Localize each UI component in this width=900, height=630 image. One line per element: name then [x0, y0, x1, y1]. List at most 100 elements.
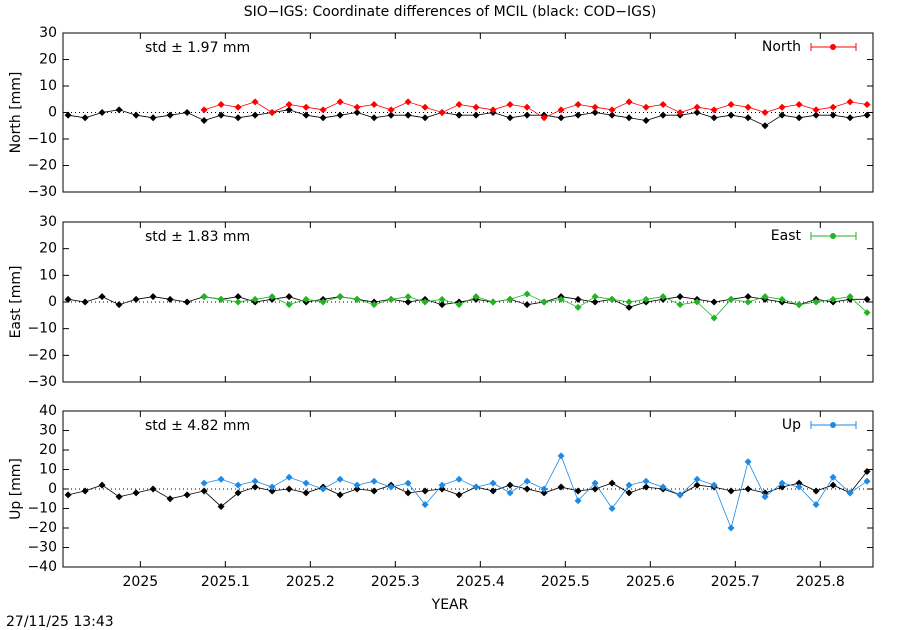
y-tick-label: 30	[39, 423, 57, 439]
point	[98, 293, 106, 301]
x-tick-label: 2025.5	[541, 574, 590, 590]
point	[693, 475, 701, 483]
point	[302, 103, 310, 111]
point	[540, 489, 548, 497]
point	[64, 295, 72, 303]
point	[200, 293, 208, 301]
point	[319, 485, 327, 493]
point	[115, 493, 123, 501]
point	[863, 111, 871, 119]
y-axis-label: North [mm]	[8, 72, 24, 154]
point	[115, 301, 123, 309]
point	[81, 298, 89, 306]
point	[744, 458, 752, 466]
point	[268, 483, 276, 491]
point	[506, 114, 514, 122]
point	[268, 293, 276, 301]
point	[506, 101, 514, 109]
point	[761, 122, 769, 130]
point	[727, 295, 735, 303]
point	[404, 98, 412, 106]
point	[183, 491, 191, 499]
point	[676, 491, 684, 499]
point	[149, 485, 157, 493]
point	[251, 483, 259, 491]
point	[353, 481, 361, 489]
point	[268, 487, 276, 495]
point	[625, 98, 633, 106]
point	[166, 111, 174, 119]
point	[863, 467, 871, 475]
point	[285, 106, 293, 114]
point	[744, 114, 752, 122]
point	[336, 491, 344, 499]
point	[710, 481, 718, 489]
chart-title: SIO−IGS: Coordinate differences of MCIL …	[244, 4, 657, 20]
point	[387, 111, 395, 119]
point	[489, 106, 497, 114]
point	[523, 485, 531, 493]
point	[251, 295, 259, 303]
point	[710, 314, 718, 322]
point	[795, 114, 803, 122]
point	[370, 487, 378, 495]
point	[302, 111, 310, 119]
y-tick-label: 0	[48, 294, 57, 310]
point	[234, 114, 242, 122]
point	[404, 111, 412, 119]
y-axis-label: East [mm]	[8, 266, 24, 339]
point	[472, 483, 480, 491]
point	[659, 111, 667, 119]
point	[455, 101, 463, 109]
y-tick-label: −30	[27, 540, 57, 556]
y-tick-label: −10	[27, 501, 57, 517]
point	[523, 111, 531, 119]
point	[438, 109, 446, 116]
point	[234, 481, 242, 489]
point	[81, 487, 89, 495]
point	[574, 101, 582, 109]
point	[863, 101, 871, 109]
point	[387, 106, 395, 114]
point	[421, 298, 429, 306]
point	[863, 309, 871, 317]
point	[234, 489, 242, 497]
std-annotation: std ± 1.97 mm	[145, 40, 250, 56]
point	[676, 293, 684, 301]
point	[506, 481, 514, 489]
y-tick-label: 10	[39, 78, 57, 94]
y-tick-label: −10	[27, 321, 57, 337]
point	[744, 298, 752, 306]
point	[591, 109, 599, 116]
point	[81, 114, 89, 122]
point	[778, 479, 786, 487]
point	[506, 295, 514, 303]
point	[846, 293, 854, 301]
legend-symbol	[830, 233, 836, 239]
series-line	[204, 293, 868, 319]
x-tick-label: 2025.7	[711, 574, 760, 590]
x-tick-label: 2025	[123, 574, 159, 590]
point	[846, 98, 854, 106]
point	[404, 293, 412, 301]
point	[200, 487, 208, 495]
point	[353, 109, 361, 116]
point	[336, 111, 344, 119]
point	[659, 101, 667, 109]
point	[625, 303, 633, 311]
point	[642, 295, 650, 303]
point	[812, 298, 820, 306]
point	[489, 479, 497, 487]
point	[234, 103, 242, 111]
point	[710, 114, 718, 122]
point	[251, 477, 259, 485]
point	[829, 111, 837, 119]
point	[863, 295, 871, 303]
point	[353, 485, 361, 493]
y-tick-label: −20	[27, 520, 57, 536]
point	[727, 101, 735, 109]
point	[285, 101, 293, 109]
legend-label: North	[762, 39, 801, 55]
